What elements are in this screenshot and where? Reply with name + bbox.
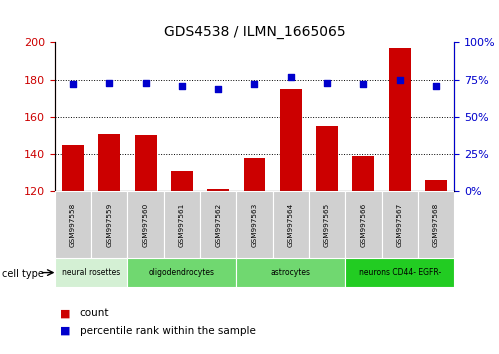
Text: GSM997559: GSM997559: [106, 202, 112, 247]
Text: ■: ■: [60, 326, 70, 336]
Text: GSM997558: GSM997558: [70, 202, 76, 247]
Bar: [91, 191, 127, 258]
Text: oligodendrocytes: oligodendrocytes: [149, 268, 215, 277]
Text: percentile rank within the sample: percentile rank within the sample: [80, 326, 255, 336]
Bar: [164, 191, 200, 258]
Text: GSM997567: GSM997567: [397, 202, 403, 247]
Bar: [98, 133, 120, 191]
Bar: [345, 258, 454, 287]
Point: [250, 81, 258, 87]
Text: GSM997563: GSM997563: [251, 202, 257, 247]
Bar: [272, 191, 309, 258]
Text: neurons CD44- EGFR-: neurons CD44- EGFR-: [358, 268, 441, 277]
Bar: [200, 191, 237, 258]
Bar: [127, 191, 164, 258]
Text: count: count: [80, 308, 109, 318]
Point: [178, 83, 186, 88]
Point: [214, 86, 222, 91]
Bar: [127, 258, 237, 287]
Text: astrocytes: astrocytes: [271, 268, 311, 277]
Bar: [135, 135, 157, 191]
Bar: [309, 191, 345, 258]
Point: [323, 80, 331, 85]
Bar: [55, 191, 91, 258]
Bar: [171, 171, 193, 191]
Bar: [345, 191, 382, 258]
Bar: [389, 48, 411, 191]
Bar: [316, 126, 338, 191]
Bar: [352, 156, 374, 191]
Text: GSM997568: GSM997568: [433, 202, 439, 247]
Bar: [237, 258, 345, 287]
Text: GSM997566: GSM997566: [360, 202, 366, 247]
Text: neural rosettes: neural rosettes: [62, 268, 120, 277]
Point: [359, 81, 367, 87]
Point: [432, 83, 440, 88]
Point: [105, 80, 113, 85]
Bar: [280, 89, 302, 191]
Bar: [244, 158, 265, 191]
Bar: [425, 180, 447, 191]
Text: GSM997560: GSM997560: [143, 202, 149, 247]
Text: ■: ■: [60, 308, 70, 318]
Point: [69, 81, 77, 87]
Point: [396, 77, 404, 82]
Text: cell type: cell type: [2, 269, 44, 279]
Text: GSM997561: GSM997561: [179, 202, 185, 247]
Title: GDS4538 / ILMN_1665065: GDS4538 / ILMN_1665065: [164, 25, 345, 39]
Bar: [62, 145, 84, 191]
Bar: [237, 191, 272, 258]
Point: [287, 74, 295, 80]
Text: GSM997562: GSM997562: [215, 202, 221, 247]
Bar: [382, 191, 418, 258]
Bar: [55, 258, 127, 287]
Bar: [207, 189, 229, 191]
Point: [142, 80, 150, 85]
Text: GSM997564: GSM997564: [288, 202, 294, 247]
Text: GSM997565: GSM997565: [324, 202, 330, 247]
Bar: [418, 191, 454, 258]
